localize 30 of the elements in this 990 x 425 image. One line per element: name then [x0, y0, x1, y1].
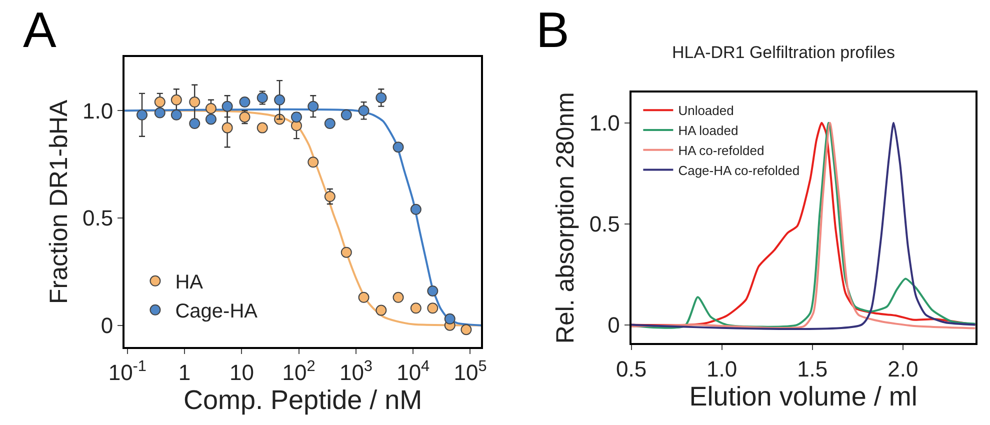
y-tick-label: 1.0 [589, 110, 620, 136]
x-tick-label: 10$^{5}$ [454, 358, 487, 386]
y-axis-title: Rel. absorption 280nm [552, 92, 580, 344]
text: A [23, 2, 57, 58]
x-axis-title: Comp. Peptide / nM [184, 385, 422, 416]
x-tick-label: 10 [229, 360, 254, 386]
x-tick-label: 0.5 [616, 356, 647, 382]
legend-label: HA co-refolded [678, 142, 764, 158]
y-tick-label: 0.5 [82, 206, 114, 231]
y-axis-title: Fraction DR1-bHA [44, 99, 73, 304]
x-tick-label: 10$^{2}$ [282, 358, 316, 386]
legend-label: Unloaded [678, 103, 734, 118]
x-tick-label: 1.0 [706, 356, 738, 382]
x-tick-label: 10$^{-1}$ [108, 358, 147, 386]
x-tick-label: 10$^{4}$ [396, 358, 430, 386]
x-tick-label: 10$^{3}$ [339, 358, 372, 386]
y-tick-label: 0 [100, 313, 114, 338]
chart-title: HLA-DR1 Gelfiltration profiles [672, 43, 895, 62]
legend-label: Cage-HA [175, 300, 258, 323]
x-tick-label: 1 [178, 360, 191, 386]
legend-label: HA loaded [678, 123, 738, 138]
legend-label: HA [175, 272, 204, 294]
y-tick-label: 0 [608, 312, 620, 338]
x-tick-label: 2.0 [888, 356, 918, 382]
y-tick-label: 0.5 [589, 212, 620, 237]
x-axis-title: Elution volume / ml [689, 381, 918, 412]
x-tick-label: 1.5 [797, 356, 828, 382]
legend-label: Cage-HA co-refolded [678, 162, 800, 178]
y-tick-label: 1.0 [82, 98, 114, 124]
text: B [536, 2, 570, 58]
